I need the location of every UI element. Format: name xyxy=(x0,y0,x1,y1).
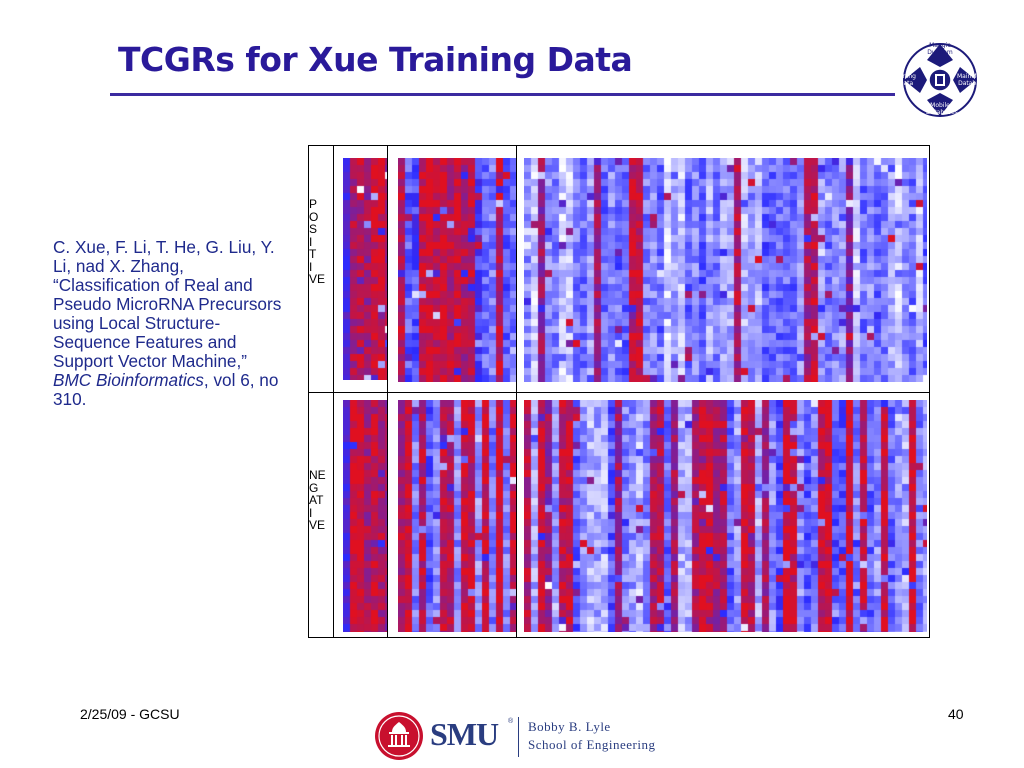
smu-registered-mark: ® xyxy=(508,718,514,725)
school-line-2: School of Engineering xyxy=(528,737,656,752)
heatmap-positive-block1 xyxy=(343,158,387,380)
logo-label-left: Mining Data xyxy=(896,73,916,87)
citation-journal: BMC Bioinformatics xyxy=(53,370,204,390)
heatmap-positive-block3 xyxy=(524,158,927,382)
slide-title: TCGRs for Xue Training Data xyxy=(118,40,633,79)
label-column-divider xyxy=(333,146,334,637)
block2-divider xyxy=(516,146,517,637)
citation-text: C. Xue, F. Li, T. He, G. Liu, Y. Li, nad… xyxy=(53,238,288,409)
block1-divider xyxy=(387,146,388,637)
citation-authors-title: C. Xue, F. Li, T. He, G. Liu, Y. Li, nad… xyxy=(53,237,282,371)
logo-label-right: MainMemory Databases xyxy=(957,73,996,87)
research-group-logo: Maggie Dunham Mining Data MainMemory Dat… xyxy=(895,40,1005,120)
tcgr-heatmap-figure: P O S I T I VE NE G AT I VE xyxy=(308,145,930,638)
negative-label: NE G AT I VE xyxy=(309,468,326,532)
class-divider xyxy=(309,392,929,393)
logo-label-bottom: Mobile Databases xyxy=(926,102,958,116)
logo-label-top: Maggie Dunham xyxy=(927,42,953,56)
heatmap-negative-block1 xyxy=(343,400,387,632)
smu-separator xyxy=(518,717,519,757)
smu-seal-icon xyxy=(375,712,423,760)
smu-wordmark: SMU xyxy=(430,716,499,752)
positive-label: P O S I T I VE xyxy=(309,197,326,286)
school-line-1: Bobby B. Lyle xyxy=(528,719,611,734)
citation-volume: , vol 6, no 310. xyxy=(53,370,279,409)
heatmap-positive-block2 xyxy=(398,158,516,382)
title-divider xyxy=(110,93,895,96)
logo-graphic xyxy=(903,43,977,117)
footer-date: 2/25/09 - GCSU xyxy=(80,706,180,722)
heatmap-negative-block3 xyxy=(524,400,927,632)
slide-number: 40 xyxy=(948,706,964,722)
school-name: Bobby B. Lyle School of Engineering xyxy=(528,718,655,754)
heatmap-negative-block2 xyxy=(398,400,516,632)
